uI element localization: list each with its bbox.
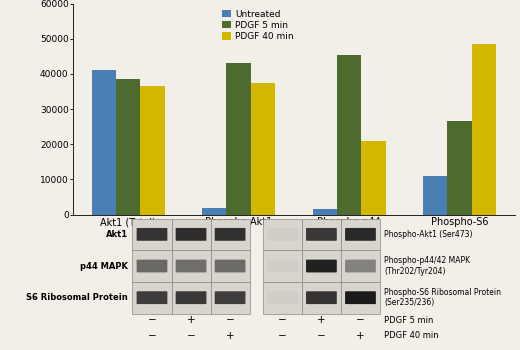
Bar	[313, 209, 337, 215]
Text: Phospho-p44/42 MAPK
(Thr202/Tyr204): Phospho-p44/42 MAPK (Thr202/Tyr204)	[384, 256, 471, 276]
Text: Akt1: Akt1	[106, 230, 128, 239]
Bar	[423, 176, 447, 215]
Bar	[302, 218, 341, 250]
Text: −: −	[187, 331, 196, 341]
Bar	[202, 208, 226, 215]
Bar	[263, 250, 302, 282]
FancyBboxPatch shape	[306, 260, 337, 272]
FancyBboxPatch shape	[137, 228, 167, 241]
Bar	[447, 121, 472, 215]
Bar	[337, 55, 361, 215]
Text: −: −	[148, 331, 157, 341]
Text: −: −	[226, 315, 235, 325]
Text: Phospho-S6 Ribosomal Protein
(Ser235/236): Phospho-S6 Ribosomal Protein (Ser235/236…	[384, 288, 501, 307]
Bar	[172, 218, 211, 250]
FancyBboxPatch shape	[176, 228, 206, 241]
Text: Phospho-Akt1 (Ser473): Phospho-Akt1 (Ser473)	[384, 230, 473, 239]
Text: +: +	[226, 331, 235, 341]
Bar	[472, 44, 496, 215]
Bar	[133, 250, 172, 282]
FancyBboxPatch shape	[345, 228, 376, 241]
Text: −: −	[278, 315, 287, 325]
Text: −: −	[278, 331, 287, 341]
FancyBboxPatch shape	[345, 291, 376, 304]
Bar	[361, 141, 385, 215]
Bar	[211, 218, 250, 250]
Bar	[133, 218, 172, 250]
Bar	[133, 282, 172, 314]
Bar	[251, 83, 275, 215]
Bar	[226, 63, 251, 215]
Text: −: −	[317, 331, 326, 341]
Text: −: −	[148, 315, 157, 325]
Bar	[302, 250, 341, 282]
Bar	[341, 218, 380, 250]
Text: PDGF 40 min: PDGF 40 min	[384, 331, 439, 341]
FancyBboxPatch shape	[306, 291, 337, 304]
Text: +: +	[187, 315, 196, 325]
FancyBboxPatch shape	[215, 260, 245, 272]
FancyBboxPatch shape	[215, 228, 245, 241]
Bar	[341, 282, 380, 314]
Bar	[211, 250, 250, 282]
Bar	[92, 70, 116, 215]
Text: p44 MAPK: p44 MAPK	[80, 261, 128, 271]
FancyBboxPatch shape	[176, 260, 206, 272]
Text: PDGF 5 min: PDGF 5 min	[384, 316, 434, 324]
Bar	[263, 282, 302, 314]
Text: +: +	[317, 315, 326, 325]
Bar	[172, 250, 211, 282]
Bar	[341, 250, 380, 282]
Text: +: +	[356, 331, 365, 341]
Bar	[211, 282, 250, 314]
FancyBboxPatch shape	[137, 291, 167, 304]
FancyBboxPatch shape	[345, 260, 376, 272]
Bar	[302, 282, 341, 314]
Text: S6 Ribosomal Protein: S6 Ribosomal Protein	[27, 293, 128, 302]
Bar	[172, 282, 211, 314]
Bar	[116, 79, 140, 215]
FancyBboxPatch shape	[306, 228, 337, 241]
Text: −: −	[356, 315, 365, 325]
Legend: Untreated, PDGF 5 min, PDGF 40 min: Untreated, PDGF 5 min, PDGF 40 min	[219, 6, 297, 45]
FancyBboxPatch shape	[176, 291, 206, 304]
Bar	[140, 86, 164, 215]
FancyBboxPatch shape	[137, 260, 167, 272]
Bar	[263, 218, 302, 250]
FancyBboxPatch shape	[215, 291, 245, 304]
